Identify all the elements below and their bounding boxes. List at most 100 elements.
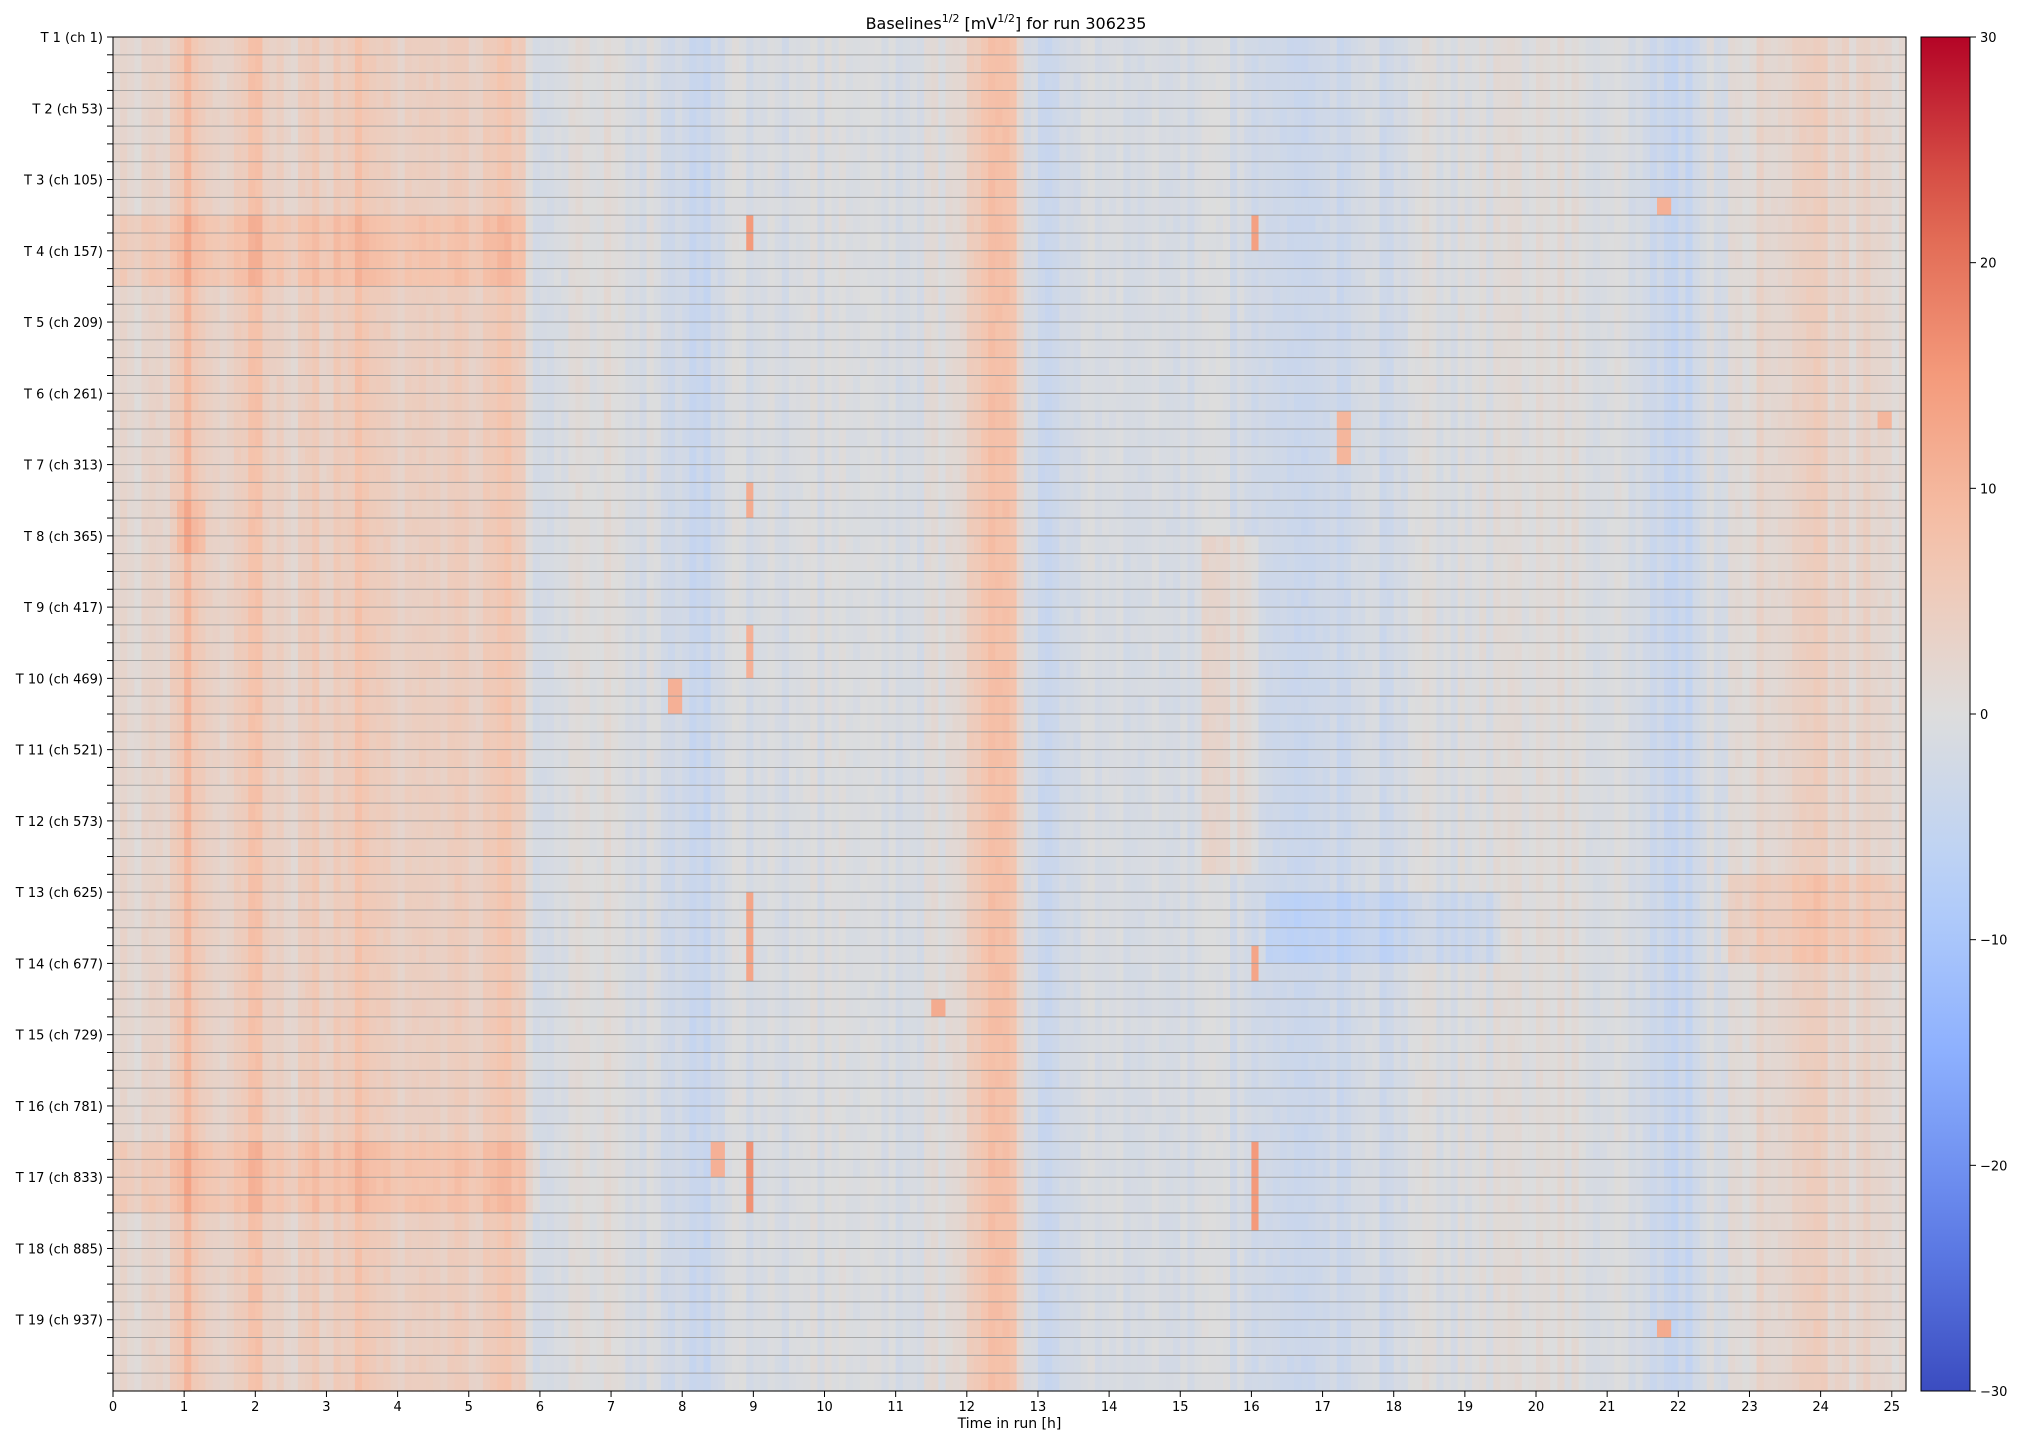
heatmap-cell	[511, 268, 520, 288]
heatmap-cell	[241, 304, 249, 323]
heatmap-cell	[305, 535, 313, 555]
heatmap-cell	[226, 660, 235, 679]
heatmap-cell	[162, 838, 171, 858]
heatmap-cell	[233, 1123, 242, 1143]
heatmap-cell	[447, 731, 456, 751]
heatmap-cell	[162, 714, 171, 733]
heatmap-cell	[475, 126, 484, 145]
heatmap-cell	[454, 411, 463, 430]
heatmap-cell	[319, 411, 328, 430]
heatmap-cell	[148, 1052, 157, 1071]
heatmap-cell	[547, 250, 555, 270]
heatmap-cell	[255, 1284, 264, 1303]
heatmap-cell	[212, 393, 221, 412]
heatmap-cell	[554, 500, 562, 519]
heatmap-cell	[226, 678, 235, 697]
heatmap-cell	[127, 1248, 135, 1267]
heatmap-cell	[169, 108, 178, 127]
heatmap-cell	[369, 1141, 377, 1160]
heatmap-cell	[539, 482, 548, 501]
heatmap-cell	[354, 1034, 363, 1054]
heatmap-cell	[269, 286, 278, 305]
heatmap-cell	[447, 1141, 456, 1160]
heatmap-cell	[554, 1284, 562, 1303]
heatmap-cell	[219, 1248, 228, 1267]
heatmap-cell	[255, 642, 264, 662]
heatmap-cell	[504, 1070, 513, 1089]
heatmap-cell	[319, 1105, 328, 1125]
heatmap-cell	[262, 1088, 271, 1107]
heatmap-cell	[312, 660, 320, 679]
heatmap-cell	[191, 428, 199, 448]
heatmap-cell	[305, 1248, 313, 1267]
heatmap-cell	[461, 963, 470, 982]
heatmap-cell	[525, 375, 534, 394]
heatmap-cell	[404, 1105, 413, 1125]
heatmap-cell	[390, 714, 399, 733]
heatmap-cell	[404, 999, 413, 1018]
heatmap-cell	[575, 161, 584, 181]
heatmap-cell	[255, 126, 264, 145]
heatmap-cell	[362, 981, 370, 1000]
heatmap-cell	[283, 90, 292, 109]
heatmap-cell	[369, 286, 377, 305]
heatmap-cell	[511, 589, 520, 608]
heatmap-cell	[568, 1070, 577, 1089]
heatmap-cell	[219, 607, 228, 626]
heatmap-cell	[397, 428, 406, 448]
heatmap-cell	[134, 1230, 143, 1250]
heatmap-cell	[127, 1034, 135, 1054]
heatmap-cell	[504, 179, 513, 198]
heatmap-cell	[184, 197, 192, 216]
heatmap-cell	[575, 874, 584, 893]
heatmap-cell	[340, 1284, 349, 1303]
heatmap-cell	[297, 820, 306, 840]
heatmap-cell	[497, 54, 505, 74]
heatmap-cell	[212, 518, 221, 537]
heatmap-cell	[568, 161, 577, 181]
heatmap-cell	[233, 1212, 242, 1232]
heatmap-cell	[482, 411, 491, 430]
heatmap-cell	[440, 785, 449, 804]
heatmap-cell	[205, 286, 214, 305]
heatmap-cell	[447, 304, 456, 323]
heatmap-cell	[418, 1230, 427, 1250]
heatmap-cell	[525, 678, 534, 697]
heatmap-cell	[113, 1159, 121, 1178]
heatmap-cell	[461, 446, 470, 466]
heatmap-cell	[475, 678, 484, 697]
heatmap-cell	[411, 892, 420, 911]
heatmap-cell	[283, 999, 292, 1018]
heatmap-cell	[198, 1301, 207, 1321]
heatmap-cell	[547, 72, 555, 92]
heatmap-cell	[490, 500, 498, 519]
heatmap-cell	[447, 232, 456, 252]
heatmap-cell	[248, 250, 256, 270]
heatmap-cell	[226, 500, 235, 519]
heatmap-cell	[290, 126, 299, 145]
heatmap-cell	[518, 999, 527, 1018]
heatmap-cell	[532, 999, 541, 1018]
heatmap-cell	[326, 1034, 335, 1054]
heatmap-cell	[305, 322, 313, 341]
heatmap-cell	[127, 892, 135, 911]
heatmap-cell	[532, 981, 541, 1000]
heatmap-cell	[497, 375, 505, 394]
heatmap-cell	[490, 874, 498, 893]
heatmap-cell	[113, 108, 121, 127]
heatmap-cell	[148, 1177, 157, 1196]
heatmap-cell	[554, 999, 562, 1018]
heatmap-cell	[525, 624, 534, 644]
heatmap-cell	[290, 1034, 299, 1054]
heatmap-cell	[148, 161, 157, 181]
heatmap-cell	[390, 411, 399, 430]
heatmap-cell	[468, 268, 477, 288]
heatmap-cell	[212, 179, 221, 198]
heatmap-cell	[411, 678, 420, 697]
heatmap-cell	[127, 981, 135, 1000]
heatmap-cell	[482, 642, 491, 662]
heatmap-cell	[490, 1177, 498, 1196]
heatmap-cell	[333, 1123, 342, 1143]
heatmap-cell	[283, 1284, 292, 1303]
heatmap-cell	[468, 161, 477, 181]
